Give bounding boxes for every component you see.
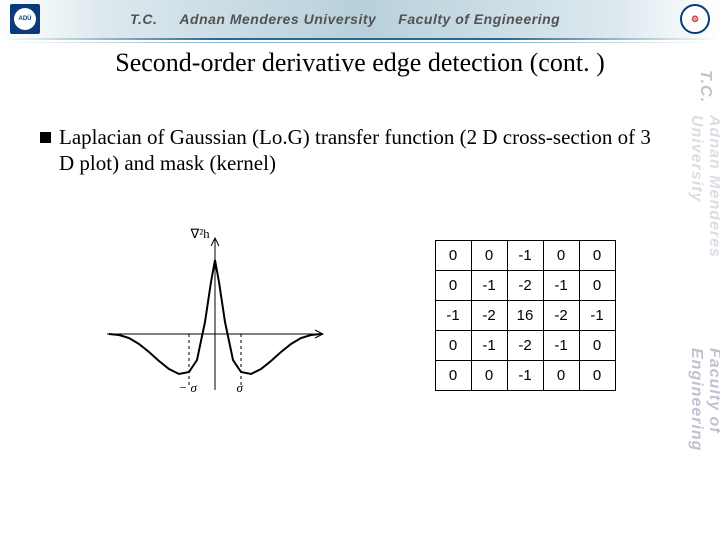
table-row: 0-1-2-10 bbox=[435, 270, 615, 300]
kernel-cell: 0 bbox=[435, 360, 471, 390]
side-watermark: T.C. Adnan Menderes University Faculty o… bbox=[692, 70, 718, 530]
kernel-cell: 0 bbox=[579, 240, 615, 270]
log-kernel-table: 00-1000-1-2-10-1-216-2-10-1-2-1000-100 bbox=[435, 240, 616, 391]
kernel-cell: 0 bbox=[543, 360, 579, 390]
faculty-logo-right: ⚙ bbox=[680, 4, 710, 34]
header-bar: ADÜ T.C. Adnan Menderes University Facul… bbox=[0, 0, 720, 38]
bullet-item: Laplacian of Gaussian (Lo.G) transfer fu… bbox=[40, 124, 668, 177]
header-tc: T.C. bbox=[130, 11, 157, 27]
kernel-cell: -2 bbox=[507, 330, 543, 360]
sigma-neg-label: − σ bbox=[179, 380, 197, 396]
kernel-cell: 0 bbox=[471, 240, 507, 270]
kernel-cell: -1 bbox=[507, 240, 543, 270]
chart-ylabel: ∇²h bbox=[191, 226, 210, 242]
sigma-pos-label: σ bbox=[237, 380, 243, 396]
body-text-block: Laplacian of Gaussian (Lo.G) transfer fu… bbox=[40, 124, 668, 177]
kernel-cell: -2 bbox=[471, 300, 507, 330]
figure-row: ∇²h − σ σ 00-1000-1-2-10-1-216-2-10-1-2-… bbox=[0, 230, 720, 400]
watermark-university: Adnan Menderes University bbox=[687, 115, 720, 336]
gear-icon: ⚙ bbox=[686, 10, 704, 28]
kernel-cell: -2 bbox=[543, 300, 579, 330]
header-underline bbox=[0, 38, 720, 44]
kernel-cell: -1 bbox=[471, 270, 507, 300]
watermark-tc: T.C. bbox=[696, 70, 714, 103]
kernel-cell: -2 bbox=[507, 270, 543, 300]
kernel-cell: -1 bbox=[543, 330, 579, 360]
kernel-cell: 0 bbox=[579, 360, 615, 390]
kernel-cell: -1 bbox=[471, 330, 507, 360]
kernel-cell: 0 bbox=[579, 330, 615, 360]
kernel-cell: -1 bbox=[579, 300, 615, 330]
kernel-cell: 0 bbox=[543, 240, 579, 270]
kernel-cell: -1 bbox=[435, 300, 471, 330]
kernel-cell: 0 bbox=[435, 240, 471, 270]
logo-left-inner: ADÜ bbox=[14, 8, 36, 30]
log-chart: ∇²h − σ σ bbox=[105, 230, 325, 400]
table-row: 00-100 bbox=[435, 240, 615, 270]
header-university: Adnan Menderes University bbox=[179, 11, 376, 27]
kernel-cell: 0 bbox=[435, 330, 471, 360]
table-row: 00-100 bbox=[435, 360, 615, 390]
kernel-cell: 0 bbox=[435, 270, 471, 300]
kernel-cell: 16 bbox=[507, 300, 543, 330]
watermark-faculty: Faculty of Engineering bbox=[687, 348, 720, 530]
university-logo-left: ADÜ bbox=[10, 4, 40, 34]
slide-title: Second-order derivative edge detection (… bbox=[0, 48, 720, 78]
kernel-cell: 0 bbox=[471, 360, 507, 390]
bullet-square-icon bbox=[40, 132, 51, 143]
table-row: -1-216-2-1 bbox=[435, 300, 615, 330]
bullet-text: Laplacian of Gaussian (Lo.G) transfer fu… bbox=[59, 124, 668, 177]
table-row: 0-1-2-10 bbox=[435, 330, 615, 360]
kernel-cell: -1 bbox=[543, 270, 579, 300]
header-faculty: Faculty of Engineering bbox=[398, 11, 560, 27]
log-curve-svg bbox=[105, 230, 325, 400]
kernel-cell: -1 bbox=[507, 360, 543, 390]
kernel-cell: 0 bbox=[579, 270, 615, 300]
